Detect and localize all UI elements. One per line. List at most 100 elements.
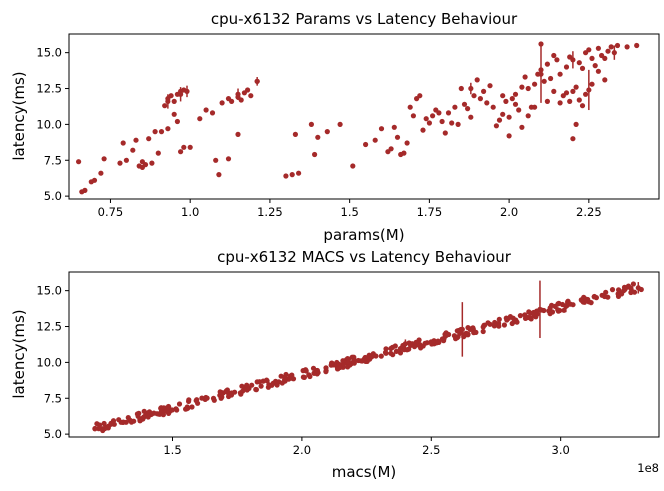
data-point	[217, 389, 223, 395]
data-point	[576, 97, 582, 103]
data-point	[573, 121, 579, 127]
data-point	[266, 382, 272, 388]
y-ticks: 5.0 7.5 10.0 12.5 15.0	[36, 284, 69, 441]
data-point	[411, 344, 418, 350]
x-tick-label: 2.0	[293, 443, 311, 457]
data-point	[630, 281, 637, 287]
data-point	[76, 159, 82, 165]
data-point	[509, 96, 515, 102]
data-point	[184, 88, 190, 94]
data-point	[500, 93, 506, 99]
data-point	[468, 85, 474, 92]
data-point	[455, 121, 461, 127]
data-point	[337, 121, 343, 127]
data-point	[300, 374, 306, 380]
data-point	[485, 320, 491, 326]
y-tick-label: 15.0	[36, 46, 62, 60]
data-point	[292, 131, 298, 137]
y-axis-label: latency(ms)	[10, 309, 28, 398]
data-point	[213, 157, 219, 163]
macs-latency-chart: cpu-x6132 MACS vs Latency Behaviour 1.5 2…	[10, 248, 660, 481]
data-point	[423, 116, 429, 122]
data-point	[452, 104, 458, 110]
data-point	[592, 63, 598, 69]
data-point	[181, 144, 187, 150]
y-tick-label: 10.0	[36, 355, 62, 369]
data-point	[394, 134, 401, 140]
x-tick-label: 1.25	[257, 205, 283, 219]
data-point	[171, 111, 177, 117]
x-tick-label: 2.0	[500, 205, 518, 219]
data-point	[278, 373, 284, 379]
data-point	[390, 352, 396, 358]
data-point	[340, 358, 346, 364]
data-point	[203, 107, 209, 113]
data-point	[602, 77, 608, 83]
data-point	[189, 404, 195, 410]
data-point	[544, 61, 551, 67]
y-ticks: 5.0 7.5 10.0 12.5 15.0	[36, 46, 69, 203]
data-point	[158, 405, 164, 411]
data-point	[184, 404, 190, 410]
data-point	[635, 285, 641, 291]
data-point	[245, 87, 251, 93]
data-point	[512, 101, 519, 107]
data-point	[120, 140, 126, 146]
data-point	[311, 370, 317, 376]
data-point	[503, 98, 509, 104]
data-point	[363, 141, 369, 148]
data-point	[209, 110, 216, 116]
data-point	[289, 172, 295, 178]
data-point	[218, 395, 224, 401]
plot-frame	[68, 271, 660, 438]
x-tick-label: 1.5	[341, 205, 359, 219]
data-point	[105, 423, 112, 429]
data-point	[244, 382, 250, 388]
data-point	[264, 377, 270, 383]
data-point	[94, 421, 100, 427]
data-point	[573, 84, 579, 90]
data-point	[165, 126, 171, 132]
data-point	[477, 96, 483, 102]
data-point	[165, 98, 171, 105]
data-point	[588, 300, 594, 306]
data-point	[551, 52, 557, 59]
data-point	[163, 408, 170, 414]
data-point	[337, 364, 343, 370]
data-point	[417, 93, 423, 99]
data-point	[426, 120, 432, 126]
data-point	[142, 162, 149, 168]
data-point	[82, 187, 88, 193]
y-tick-label: 12.5	[36, 82, 62, 96]
data-point	[579, 103, 586, 109]
data-point	[282, 374, 288, 380]
data-point	[506, 133, 512, 139]
y-tick-label: 12.5	[36, 320, 62, 334]
data-point	[296, 170, 302, 176]
data-point	[453, 336, 459, 342]
data-point	[538, 71, 544, 77]
data-point	[465, 106, 471, 112]
data-point	[117, 160, 123, 166]
data-point	[563, 90, 570, 96]
x-tick-label: 2.5	[422, 443, 440, 457]
data-point	[239, 383, 245, 389]
y-tick-label: 7.5	[44, 153, 62, 167]
data-point	[532, 311, 538, 318]
data-point	[537, 306, 543, 312]
data-point	[174, 407, 180, 413]
data-point	[155, 150, 161, 156]
data-point	[100, 427, 106, 434]
data-point	[430, 113, 436, 119]
data-point	[383, 346, 389, 352]
data-point	[176, 401, 183, 407]
data-point	[525, 113, 531, 119]
chart-title: cpu-x6132 MACS vs Latency Behaviour	[217, 248, 512, 266]
data-point	[555, 301, 561, 307]
data-point	[570, 136, 576, 142]
data-point	[461, 101, 468, 107]
data-point	[576, 60, 582, 66]
data-point	[439, 118, 445, 125]
x-tick-label: 1.0	[181, 205, 199, 219]
